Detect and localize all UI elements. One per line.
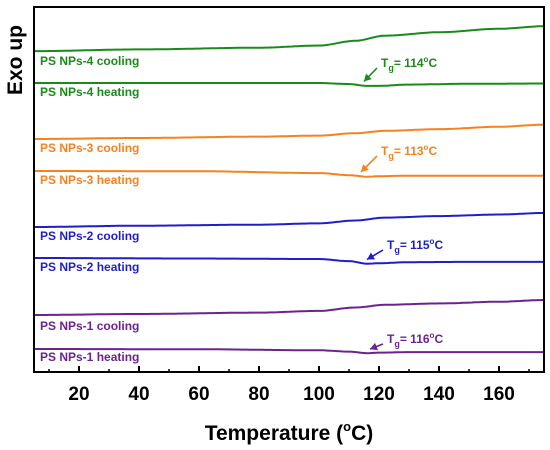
x-ticks: 20 40 60 80 100 120 140 160 <box>48 366 530 405</box>
plot-lines <box>34 25 545 355</box>
x-tick-label-80: 80 <box>248 384 269 405</box>
series-label-6: PS NPs-2 heating <box>40 260 139 274</box>
tg-arrow-head-3 <box>367 252 376 260</box>
x-tick-label-160: 160 <box>483 384 515 405</box>
series-line-6 <box>34 257 544 265</box>
series-line-2 <box>34 82 544 87</box>
series-line-4 <box>34 170 544 178</box>
tg-label-2: Tg= 113oC <box>381 143 437 161</box>
y-axis-title: Exo up <box>4 25 27 95</box>
x-axis-title-unit: C) <box>351 422 373 445</box>
series-line-3 <box>34 123 544 140</box>
x-axis-title-main: Temperature ( <box>205 422 343 445</box>
x-tick-label-100: 100 <box>303 384 335 405</box>
series-label-3: PS NPs-3 cooling <box>40 141 139 155</box>
series-line-1 <box>34 25 544 53</box>
x-tick-label-120: 120 <box>363 384 395 405</box>
x-tick-label-140: 140 <box>423 384 455 405</box>
series-label-8: PS NPs-1 heating <box>40 350 139 364</box>
tg-arrow-head-1 <box>364 73 372 82</box>
series-label-4: PS NPs-3 heating <box>40 173 139 187</box>
tg-arrow-head-4 <box>370 342 378 351</box>
series-label-5: PS NPs-2 cooling <box>40 229 139 243</box>
series-line-7 <box>34 299 545 316</box>
tg-label-4: Tg= 116oC <box>387 331 443 349</box>
tg-label-3: Tg= 115oC <box>387 237 443 255</box>
series-line-8 <box>34 348 544 355</box>
tg-label-1: Tg= 114oC <box>381 55 437 73</box>
series-line-5 <box>34 212 544 228</box>
x-tick-label-60: 60 <box>188 384 209 405</box>
x-tick-label-20: 20 <box>68 384 89 405</box>
series-labels: PS NPs-4 cooling PS NPs-4 heating PS NPs-3… <box>40 54 139 364</box>
series-label-2: PS NPs-4 heating <box>40 85 139 99</box>
tg-annotations: Tg= 114oC Tg= 113oC Tg= 115oC Tg= 116oC <box>360 55 443 351</box>
tg-arrow-head-2 <box>361 164 369 172</box>
x-axis-title: Temperature (oC) <box>205 419 374 445</box>
series-label-7: PS NPs-1 cooling <box>40 319 139 333</box>
x-axis-title-degree: o <box>343 419 351 434</box>
series-label-1: PS NPs-4 cooling <box>40 54 139 68</box>
x-tick-label-40: 40 <box>128 384 149 405</box>
